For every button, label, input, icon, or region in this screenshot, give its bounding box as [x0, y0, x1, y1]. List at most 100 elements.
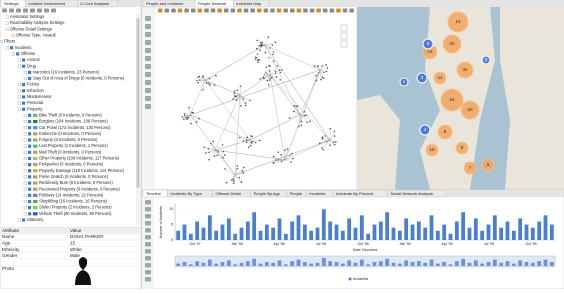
node[interactable] — [240, 105, 242, 107]
checkbox[interactable] — [16, 52, 19, 55]
node[interactable] — [208, 152, 210, 154]
tool-icon[interactable] — [145, 214, 151, 219]
bar[interactable] — [379, 222, 383, 241]
node[interactable] — [259, 49, 261, 51]
tree-item[interactable]: Stay Out of Area of Drugs (0 Incidents, … — [33, 76, 125, 81]
bar[interactable] — [227, 218, 231, 240]
toolbar-icon[interactable] — [171, 9, 176, 13]
node[interactable] — [323, 71, 325, 73]
toolbar-icon[interactable] — [330, 9, 335, 13]
toolbar-icon[interactable] — [191, 9, 196, 13]
toolbar-icon[interactable] — [323, 9, 328, 13]
node[interactable] — [212, 141, 214, 143]
toolbar-icon[interactable] — [316, 9, 321, 13]
node[interactable] — [183, 119, 185, 121]
node[interactable] — [202, 89, 204, 91]
bar[interactable] — [436, 231, 440, 240]
node[interactable] — [243, 140, 245, 142]
bar[interactable] — [290, 222, 294, 241]
node[interactable] — [198, 118, 200, 120]
node[interactable] — [268, 36, 270, 38]
bar[interactable] — [284, 234, 288, 240]
node[interactable] — [279, 69, 281, 71]
toolbar-icon[interactable] — [264, 9, 269, 13]
toolbar-icon[interactable] — [178, 9, 183, 13]
expander[interactable] — [24, 71, 27, 74]
node[interactable] — [275, 73, 277, 75]
node[interactable] — [245, 105, 247, 107]
tree-item[interactable]: Robbery (14 Incidents, 22 Persons) — [39, 192, 104, 197]
tree-item[interactable]: Infraction — [27, 88, 45, 93]
node[interactable] — [191, 112, 193, 114]
node[interactable] — [301, 125, 303, 127]
toolbar-icon[interactable] — [257, 9, 262, 13]
tree-item[interactable]: Car Prowl (173 Incidents, 130 Persons) — [39, 125, 111, 130]
toolbar-icon[interactable] — [44, 9, 49, 13]
tree-item[interactable]: Narcotics (16 Incidents, 23 Persons) — [33, 69, 100, 74]
tree-item[interactable]: Animation Settings — [10, 14, 44, 19]
checkbox[interactable] — [28, 138, 31, 141]
node[interactable] — [234, 90, 236, 92]
node[interactable] — [334, 131, 336, 133]
toolbar-icon[interactable] — [310, 9, 315, 13]
expander[interactable] — [24, 188, 27, 191]
node[interactable] — [240, 85, 242, 87]
bar[interactable] — [233, 234, 237, 240]
bar[interactable] — [246, 222, 250, 241]
tool-icon[interactable] — [145, 207, 151, 212]
node[interactable] — [259, 78, 261, 80]
bar[interactable] — [474, 218, 478, 240]
bar[interactable] — [297, 215, 301, 240]
expander[interactable] — [18, 102, 21, 105]
node[interactable] — [258, 45, 260, 47]
bar[interactable] — [265, 225, 269, 240]
node[interactable] — [334, 135, 336, 137]
expander[interactable] — [24, 120, 27, 123]
toolbar-icon[interactable] — [297, 9, 302, 13]
tree-item[interactable]: Property — [27, 106, 43, 111]
checkbox[interactable] — [28, 194, 31, 197]
expander[interactable] — [24, 157, 27, 160]
node[interactable] — [265, 66, 267, 68]
node[interactable] — [323, 77, 325, 79]
expander[interactable] — [24, 213, 27, 216]
bar[interactable] — [347, 218, 351, 240]
node[interactable] — [251, 142, 253, 144]
bar[interactable] — [221, 225, 225, 240]
expander[interactable] — [18, 219, 21, 222]
node[interactable] — [321, 147, 323, 149]
node[interactable] — [326, 141, 328, 143]
checkbox[interactable] — [22, 218, 25, 221]
expander[interactable] — [24, 194, 27, 197]
node[interactable] — [273, 162, 275, 164]
node[interactable] — [270, 77, 272, 79]
node[interactable] — [272, 54, 274, 56]
bar[interactable] — [252, 212, 256, 240]
tool-icon[interactable] — [145, 235, 151, 240]
node[interactable] — [279, 79, 281, 81]
node[interactable] — [242, 98, 244, 100]
node[interactable] — [206, 82, 208, 84]
scroll-thumb[interactable] — [137, 18, 140, 188]
bar[interactable] — [354, 228, 358, 240]
tool-icon[interactable] — [145, 256, 151, 261]
node[interactable] — [186, 118, 188, 120]
node[interactable] — [245, 102, 247, 104]
tree-item[interactable]: Property Damage (110 Incidents, 114 Pers… — [39, 168, 125, 173]
node[interactable] — [259, 140, 261, 142]
bar[interactable] — [423, 228, 427, 240]
checkbox[interactable] — [28, 71, 31, 74]
node[interactable] — [222, 151, 224, 153]
node[interactable] — [233, 182, 235, 184]
bar[interactable] — [316, 228, 320, 240]
checkbox[interactable] — [28, 145, 31, 148]
node[interactable] — [216, 154, 218, 156]
expander[interactable] — [24, 169, 27, 172]
overview-strip[interactable] — [175, 256, 555, 267]
expander[interactable] — [12, 34, 15, 37]
node[interactable] — [329, 144, 331, 146]
bar[interactable] — [278, 218, 282, 240]
checkbox[interactable] — [22, 95, 25, 98]
node[interactable] — [236, 95, 238, 97]
node[interactable] — [335, 141, 337, 143]
